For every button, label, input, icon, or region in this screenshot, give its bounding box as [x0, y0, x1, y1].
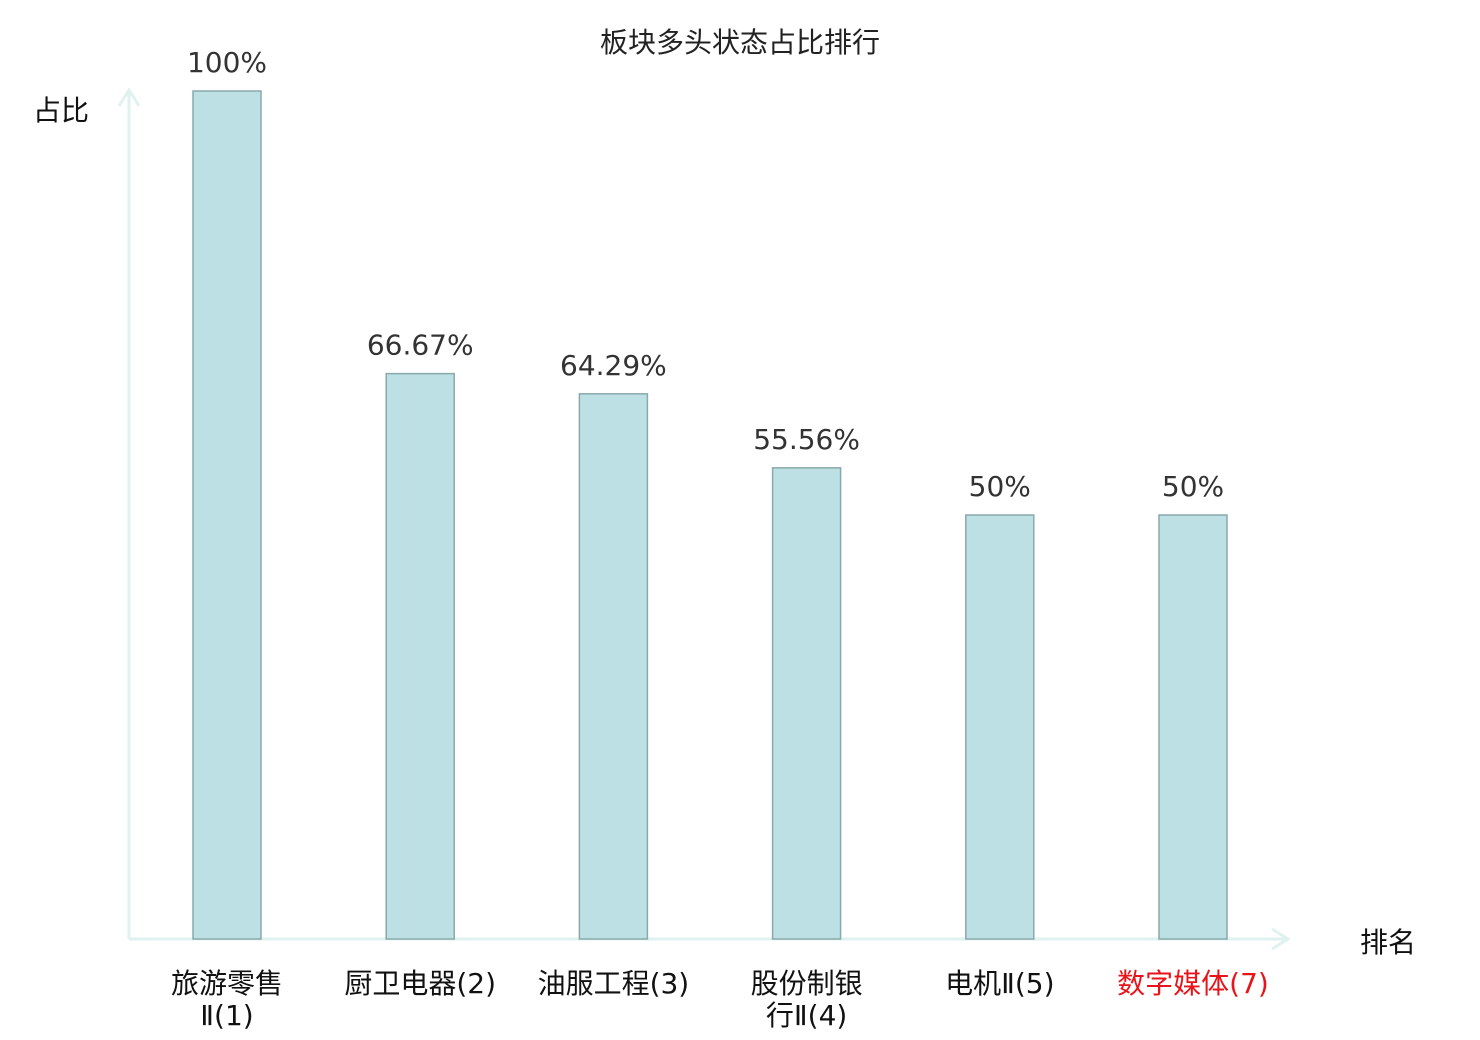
y-axis-label: 占比	[33, 94, 89, 127]
y-axis-arrow-icon	[117, 87, 141, 107]
x-tick-label: 股份制银	[751, 967, 863, 1000]
bar	[385, 372, 455, 940]
bar	[771, 467, 842, 940]
x-tick-label: 厨卫电器(2)	[344, 967, 496, 1000]
x-axis-label: 排名	[1360, 926, 1416, 959]
bar-value-label: 64.29%	[560, 349, 667, 382]
chart-title: 板块多头状态占比排行	[600, 26, 880, 59]
x-tick-label: 行Ⅱ(4)	[766, 999, 847, 1032]
x-tick-label: Ⅱ(1)	[200, 999, 253, 1032]
bar	[578, 393, 649, 940]
bar	[1158, 514, 1228, 940]
bar-value-label: 66.67%	[367, 329, 474, 362]
x-tick-label: 数字媒体(7)	[1117, 967, 1269, 1000]
axes	[117, 87, 1291, 951]
bar-value-label: 50%	[969, 470, 1031, 503]
bar-value-label: 100%	[187, 46, 267, 79]
bar	[965, 514, 1035, 940]
bar	[192, 90, 262, 940]
bar-value-label: 50%	[1162, 470, 1224, 503]
x-tick-label: 旅游零售	[171, 967, 283, 1000]
bar-value-label: 55.56%	[753, 423, 860, 456]
x-tick-label: 油服工程(3)	[538, 967, 690, 1000]
x-tick-label: 电机Ⅱ(5)	[945, 967, 1054, 1000]
x-axis-arrow-icon	[1271, 927, 1291, 951]
